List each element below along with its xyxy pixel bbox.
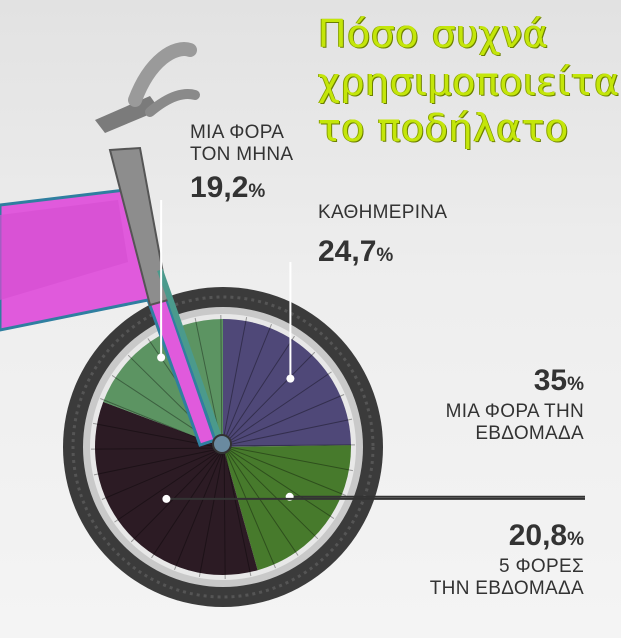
- wheel-spoke: [174, 452, 223, 570]
- slice-unit-daily: %: [376, 245, 394, 266]
- wheel-spoke: [198, 452, 224, 577]
- slice-name-five-times-1: 5 ΦΟΡΕΣ: [499, 556, 584, 577]
- wheel-spoke: [223, 452, 226, 579]
- wheel-spoke: [93, 448, 218, 476]
- slice-label-monthly: ΜΙΑ ΦΟΡΑ ΤΟΝ ΜΗΝΑ 19,2%: [190, 122, 293, 204]
- wheel-spoke: [228, 447, 346, 496]
- wheel-spoke: [194, 317, 222, 442]
- slice-name-daily: ΚΑΘΗΜΕΡΙΝΑ: [318, 202, 448, 223]
- slice-name-monthly-2: ΤΟΝ ΜΗΝΑ: [190, 144, 294, 165]
- wheel-spoke: [225, 451, 276, 569]
- bicycle-frame: [0, 42, 232, 454]
- slice-name-monthly-1: ΜΙΑ ΦΟΡΑ: [190, 122, 285, 143]
- slice-five-times: [223, 445, 351, 571]
- wheel-spoke: [93, 422, 218, 448]
- slice-unit-monthly: %: [248, 181, 266, 202]
- wheel-spoke: [228, 418, 353, 446]
- slice-name-weekly-2: ΕΒΔΟΜΑΔΑ: [475, 423, 584, 444]
- wheel-spoke: [227, 394, 345, 445]
- wheel-spoke: [220, 315, 223, 442]
- slice-value-daily: 24,7: [318, 235, 377, 268]
- wheel-spoke: [91, 447, 218, 450]
- slice-value-five-times: 20,8: [508, 519, 568, 552]
- slice-label-daily: ΚΑΘΗΜΕΡΙΝΑ 24,7%: [318, 202, 447, 268]
- wheel-spoke: [226, 371, 332, 444]
- slice-label-five-times: 20,8% 5 ΦΟΡΕΣ ΤΗΝ ΕΒΔΟΜΑΔΑ: [430, 520, 584, 600]
- wheel-spoke: [225, 351, 316, 443]
- wheel-spoke: [222, 317, 248, 442]
- slice-label-weekly: 35% ΜΙΑ ΦΟΡΑ ΤΗΝ ΕΒΔΟΜΑΔΑ: [446, 365, 584, 445]
- tire-tread: [71, 295, 375, 599]
- slice-unit-five-times: %: [567, 529, 584, 550]
- wheel-spoke: [224, 335, 295, 442]
- slice-name-five-times-2: ΤΗΝ ΕΒΔΟΜΑΔΑ: [429, 578, 584, 599]
- slice-name-weekly-1: ΜΙΑ ΦΟΡΑ ΤΗΝ: [445, 401, 584, 422]
- slice-value-monthly: 19,2: [190, 171, 249, 204]
- wheel-spoke: [226, 450, 299, 556]
- wheel-spoke: [227, 449, 319, 540]
- wheel-spoke: [130, 451, 221, 543]
- slice-value-weekly: 35: [533, 364, 568, 397]
- leader-weekly-dot: [162, 494, 171, 503]
- wheel-spoke: [223, 324, 272, 442]
- slice-unit-weekly: %: [567, 374, 584, 395]
- chart-title-line-1: Πόσο συχνά: [318, 12, 549, 56]
- slice-daily: [223, 319, 351, 447]
- wheel-spoke: [151, 452, 222, 559]
- leader-monthly-dot: [157, 353, 166, 362]
- wheel-spoke: [228, 444, 355, 447]
- chart-title-line-2: χρησιμοποιείται: [318, 60, 621, 104]
- wheel-spoke: [224, 452, 252, 577]
- wheel-spoke: [228, 446, 353, 472]
- wheel-spoke: [101, 449, 219, 500]
- wheel-spoke: [228, 448, 335, 519]
- leader-daily-dot: [286, 374, 295, 383]
- wheel-spoke: [114, 450, 220, 523]
- chart-title-line-3: το ποδήλατο: [318, 106, 569, 150]
